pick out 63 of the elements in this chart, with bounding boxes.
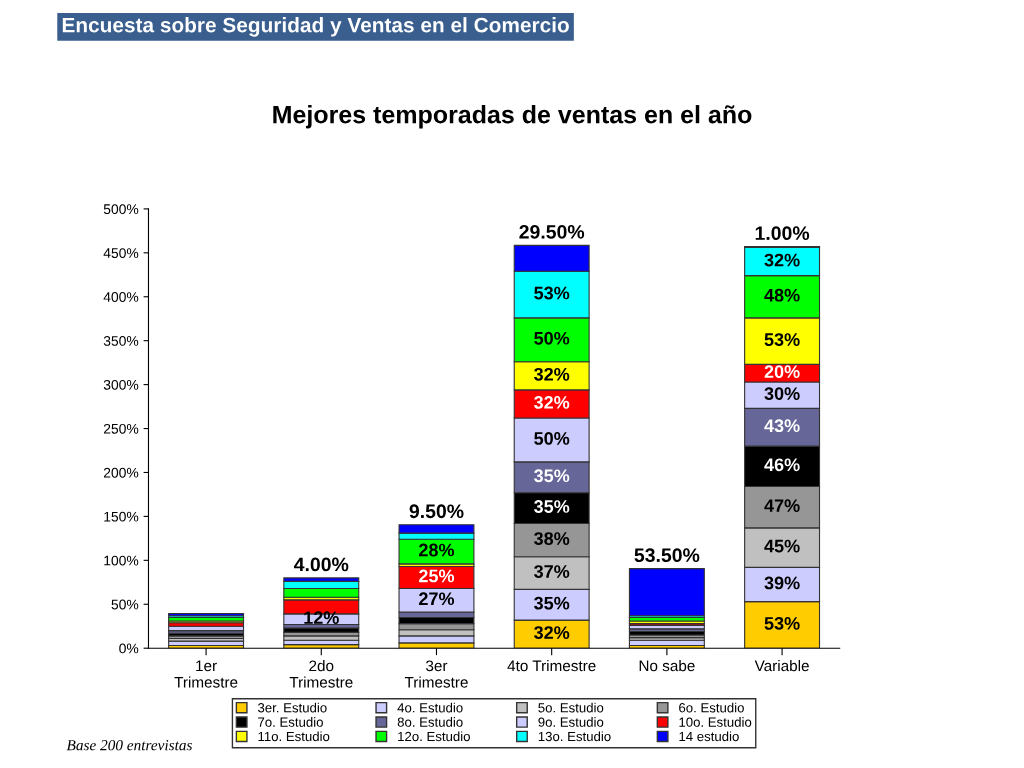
legend-label: 11o. Estudio: [258, 731, 330, 742]
y-tick-label: 500%: [103, 204, 139, 215]
x-tick-label: 4to Trimestre: [507, 660, 596, 672]
data-label: 32%: [764, 253, 800, 267]
y-tick-label: 250%: [103, 423, 139, 434]
data-label: 12%: [304, 611, 339, 625]
data-label: 4.00%: [294, 557, 349, 572]
chart-subtitle: Encuesta sobre Seguridad y Ventas en el Comercio: [62, 17, 569, 37]
text: Base 200 entrevistas: [66, 740, 192, 751]
x-tick-label: 2do Trimestre: [289, 660, 353, 688]
x-tick-label: Variable: [754, 660, 809, 672]
data-label: 27%: [419, 592, 455, 606]
y-tick-label: 400%: [103, 292, 139, 302]
data-label: 1.00%: [755, 226, 810, 241]
y-tick-label: 150%: [104, 511, 139, 522]
data-label: 53%: [764, 333, 800, 346]
data-label: 35%: [534, 500, 570, 513]
data-label: 35%: [534, 469, 570, 483]
data-label: 53%: [534, 286, 570, 300]
data-label: 32%: [534, 396, 570, 409]
data-label: 39%: [764, 576, 800, 590]
data-label: 53%: [764, 616, 800, 630]
x-tick-label: 3er Trimestre: [404, 660, 468, 688]
x-tick-label: 1er Trimestre: [174, 660, 238, 688]
data-label: 28%: [419, 543, 455, 557]
y-tick-label: 100%: [104, 555, 139, 566]
legend-label: 14 estudio: [679, 731, 739, 742]
legend-label: 6o. Estudio: [679, 702, 744, 713]
data-label: 30%: [764, 387, 800, 401]
data-label: 32%: [534, 367, 570, 381]
y-tick-label: 300%: [103, 379, 139, 390]
data-label: 43%: [764, 419, 800, 433]
legend-label: 8o. Estudio: [397, 717, 463, 727]
y-tick-label: 200%: [103, 467, 139, 478]
y-tick-label: 50%: [111, 599, 139, 610]
data-label: 29.50%: [519, 224, 585, 239]
data-label: 38%: [534, 532, 570, 545]
data-label: 45%: [764, 539, 800, 553]
legend-label: 3er. Estudio: [257, 702, 327, 713]
data-label: 35%: [534, 596, 570, 610]
data-label: 53.50%: [634, 548, 700, 563]
data-label: 20%: [764, 365, 800, 379]
data-label: 46%: [764, 458, 800, 472]
y-tick-label: 0%: [119, 643, 139, 654]
data-label: 25%: [419, 569, 455, 583]
data-label: 50%: [534, 331, 570, 345]
legend-label: 4o. Estudio: [397, 702, 463, 713]
x-tick-label: No sabe: [639, 660, 695, 672]
legend-label: 10o. Estudio: [679, 717, 752, 727]
chart-title: Mejores temporadas de ventas en el año: [273, 105, 752, 129]
data-label: 37%: [534, 565, 570, 578]
data-label: 47%: [764, 499, 800, 512]
y-tick-label: 450%: [103, 248, 139, 258]
data-label: 48%: [764, 288, 800, 302]
y-tick-label: 350%: [103, 336, 139, 346]
legend-label: 7o. Estudio: [258, 717, 323, 727]
data-label: 50%: [534, 432, 570, 445]
data-label: 32%: [534, 626, 570, 640]
data-label: 9.50%: [409, 504, 464, 519]
legend-label: 5o. Estudio: [538, 702, 604, 713]
legend-label: 12o. Estudio: [398, 731, 470, 742]
legend-label: 13o. Estudio: [538, 731, 611, 742]
legend-label: 9o. Estudio: [538, 717, 604, 727]
